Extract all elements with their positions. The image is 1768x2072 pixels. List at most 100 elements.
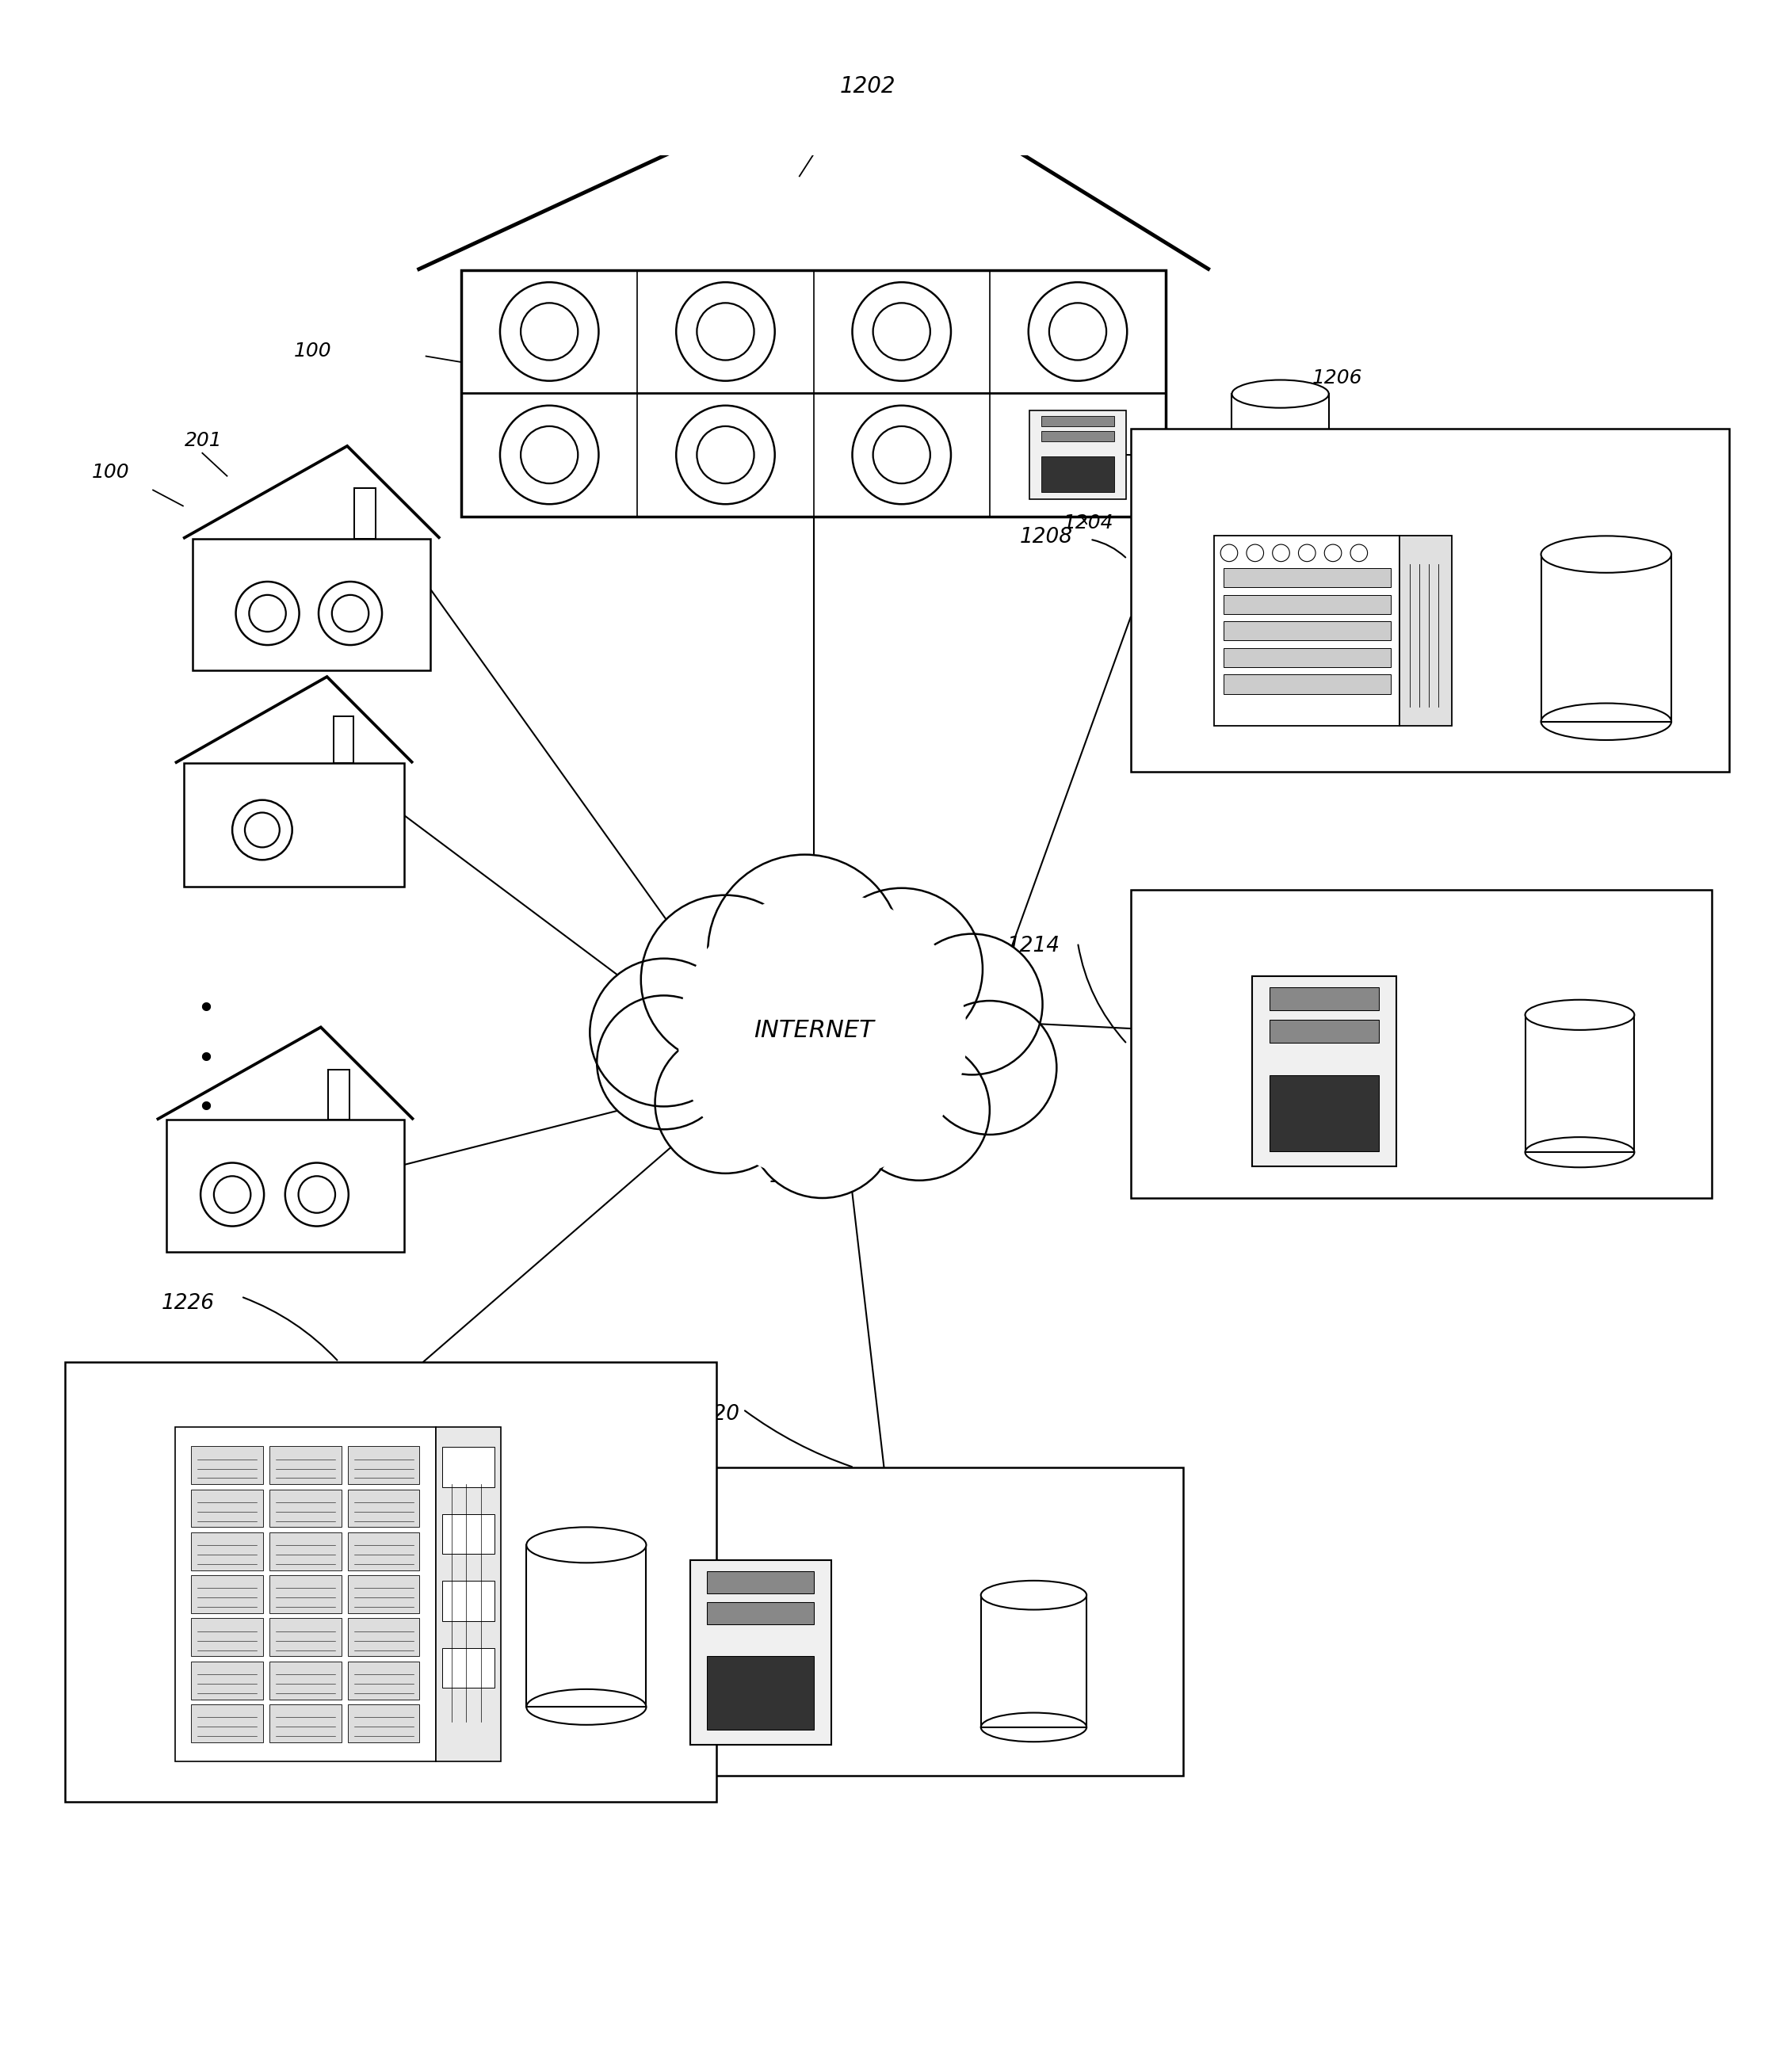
Polygon shape <box>1400 537 1452 725</box>
Circle shape <box>675 282 774 381</box>
Text: 1208: 1208 <box>1020 526 1073 547</box>
Polygon shape <box>348 1446 419 1484</box>
Polygon shape <box>1232 394 1330 520</box>
Polygon shape <box>327 1069 350 1119</box>
Polygon shape <box>461 269 1165 516</box>
Polygon shape <box>348 1618 419 1656</box>
Polygon shape <box>1252 976 1397 1167</box>
Text: HANDYMAN/HOME: HANDYMAN/HOME <box>1330 922 1513 941</box>
Polygon shape <box>442 1581 495 1620</box>
Text: 1214: 1214 <box>1008 937 1061 955</box>
Polygon shape <box>184 762 405 887</box>
Circle shape <box>852 282 951 381</box>
Polygon shape <box>175 1428 435 1761</box>
Bar <box>1130 889 1711 1198</box>
Ellipse shape <box>1526 1138 1634 1167</box>
Circle shape <box>852 406 951 503</box>
Text: 1224: 1224 <box>972 1622 1017 1639</box>
Polygon shape <box>442 1647 495 1689</box>
Circle shape <box>1220 545 1238 562</box>
Polygon shape <box>191 1490 263 1527</box>
Polygon shape <box>191 1618 263 1656</box>
Polygon shape <box>354 489 377 539</box>
Ellipse shape <box>981 1581 1087 1610</box>
Polygon shape <box>193 539 430 671</box>
Circle shape <box>522 427 578 483</box>
Polygon shape <box>166 1119 405 1251</box>
Text: SERVICE CO.: SERVICE CO. <box>1363 528 1496 549</box>
Polygon shape <box>334 717 354 762</box>
Polygon shape <box>191 1662 263 1699</box>
Circle shape <box>214 1177 251 1212</box>
Circle shape <box>1298 545 1315 562</box>
Text: VSCU DATA: VSCU DATA <box>1370 464 1489 485</box>
Ellipse shape <box>527 1689 647 1724</box>
Circle shape <box>1310 1086 1338 1115</box>
Polygon shape <box>1223 595 1390 613</box>
Polygon shape <box>269 1446 341 1484</box>
Ellipse shape <box>1526 1001 1634 1030</box>
Circle shape <box>299 1177 336 1212</box>
Circle shape <box>849 1040 990 1181</box>
Circle shape <box>235 582 299 644</box>
Text: 1216: 1216 <box>1183 1021 1229 1038</box>
Polygon shape <box>269 1575 341 1614</box>
Polygon shape <box>269 1533 341 1571</box>
Polygon shape <box>707 1656 815 1730</box>
Text: 1210: 1210 <box>1174 574 1220 591</box>
Polygon shape <box>1223 622 1390 640</box>
Polygon shape <box>348 1533 419 1571</box>
Polygon shape <box>1029 410 1126 499</box>
Text: 1218: 1218 <box>1528 1036 1572 1051</box>
Text: 1226: 1226 <box>163 1293 216 1314</box>
Text: 1222: 1222 <box>617 1614 661 1629</box>
Polygon shape <box>348 1575 419 1614</box>
Polygon shape <box>1041 456 1114 493</box>
Circle shape <box>654 1032 796 1173</box>
Ellipse shape <box>1232 379 1330 408</box>
Polygon shape <box>707 1571 815 1593</box>
Circle shape <box>820 889 983 1051</box>
Ellipse shape <box>1542 702 1671 740</box>
Polygon shape <box>348 1705 419 1743</box>
Circle shape <box>318 582 382 644</box>
Polygon shape <box>269 1662 341 1699</box>
Circle shape <box>748 1051 896 1198</box>
Text: 100: 100 <box>293 342 332 361</box>
Circle shape <box>873 303 930 361</box>
Polygon shape <box>348 1490 419 1527</box>
Polygon shape <box>707 1602 815 1624</box>
Bar <box>65 1361 716 1803</box>
Polygon shape <box>191 1533 263 1571</box>
Polygon shape <box>690 1560 831 1745</box>
Bar <box>1130 429 1729 773</box>
Polygon shape <box>1269 1019 1379 1042</box>
Polygon shape <box>1269 1075 1379 1152</box>
Ellipse shape <box>1542 537 1671 572</box>
Text: 1228: 1228 <box>115 1459 159 1473</box>
Circle shape <box>642 895 810 1065</box>
Text: INTERNET: INTERNET <box>753 1019 873 1042</box>
Circle shape <box>677 891 967 1181</box>
Polygon shape <box>1223 675 1390 694</box>
Text: UTILITY CO.: UTILITY CO. <box>331 1394 451 1413</box>
Text: 1199: 1199 <box>769 1167 822 1187</box>
Polygon shape <box>1041 431 1114 441</box>
Text: 1204: 1204 <box>1064 514 1114 533</box>
Text: 1212: 1212 <box>1558 574 1602 591</box>
Circle shape <box>200 1162 263 1227</box>
Polygon shape <box>191 1575 263 1614</box>
Ellipse shape <box>1232 508 1330 535</box>
Polygon shape <box>269 1618 341 1656</box>
Text: 1220: 1220 <box>686 1405 739 1426</box>
Circle shape <box>598 995 730 1129</box>
Polygon shape <box>1223 568 1390 586</box>
Polygon shape <box>435 1428 500 1761</box>
Circle shape <box>1324 545 1342 562</box>
Polygon shape <box>348 1662 419 1699</box>
Circle shape <box>244 812 279 847</box>
Ellipse shape <box>527 1527 647 1562</box>
Circle shape <box>1273 545 1289 562</box>
Text: •: • <box>196 1044 216 1073</box>
Circle shape <box>707 854 902 1048</box>
